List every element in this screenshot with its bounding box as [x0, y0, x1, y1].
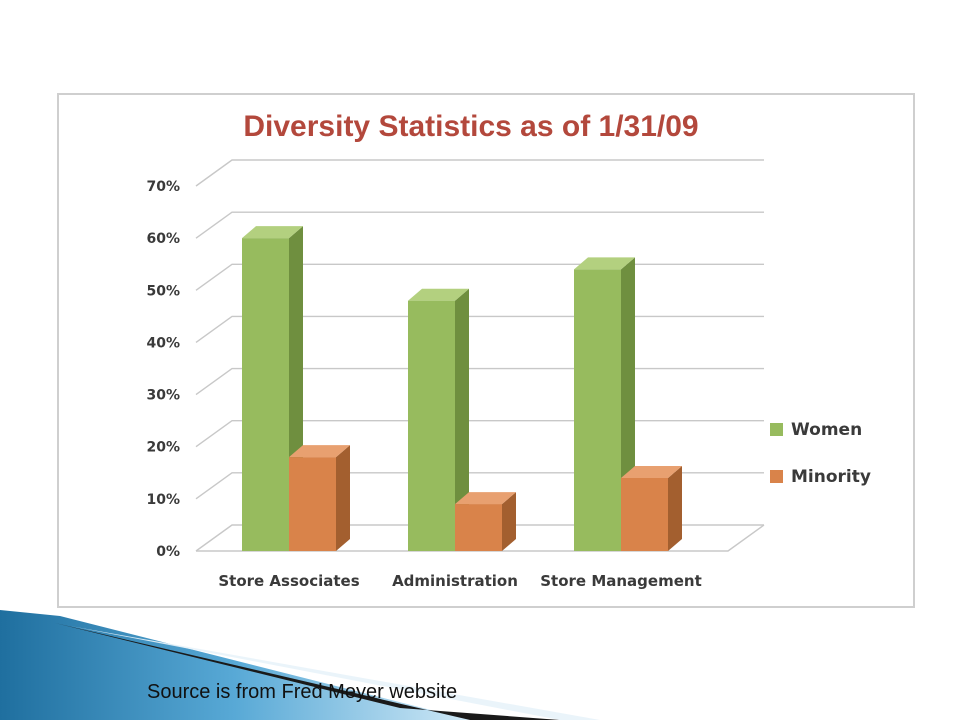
bar-women-0 [242, 226, 303, 551]
blue-swoosh-shape [0, 610, 470, 720]
chart-frame: Diversity Statistics as of 1/31/09 0% 10%… [57, 93, 915, 608]
y-tick-label: 70% [146, 179, 180, 195]
light-swoosh-shape [70, 626, 600, 720]
slide-decoration [0, 610, 600, 720]
bar-minority-1 [455, 492, 516, 551]
y-tick-label: 10% [146, 492, 180, 508]
legend-swatch-women [770, 423, 783, 436]
y-tick-label: 50% [146, 283, 180, 299]
y-tick-label: 30% [146, 388, 180, 404]
y-tick-label: 20% [146, 440, 180, 456]
x-category-label: Store Associates [218, 572, 359, 590]
y-tick-label: 40% [146, 335, 180, 351]
y-tick-label: 60% [146, 231, 180, 247]
source-note: Source is from Fred Meyer website [147, 681, 458, 703]
y-tick-label: 0% [156, 544, 180, 560]
bar-minority-2 [621, 466, 682, 551]
x-category-label: Store Management [540, 572, 701, 590]
gridline [195, 211, 764, 239]
legend-label-women: Women [791, 420, 862, 440]
bar-women-1 [408, 288, 469, 551]
gridline [195, 159, 764, 187]
chart-title: Diversity Statistics as of 1/31/09 [243, 110, 698, 143]
floor-edge [196, 524, 765, 552]
legend-swatch-minority [770, 470, 783, 483]
x-category-label: Administration [392, 572, 518, 590]
diversity-chart: Diversity Statistics as of 1/31/09 0% 10%… [146, 110, 871, 590]
legend-label-minority: Minority [791, 467, 871, 487]
bar-minority-0 [289, 445, 350, 551]
